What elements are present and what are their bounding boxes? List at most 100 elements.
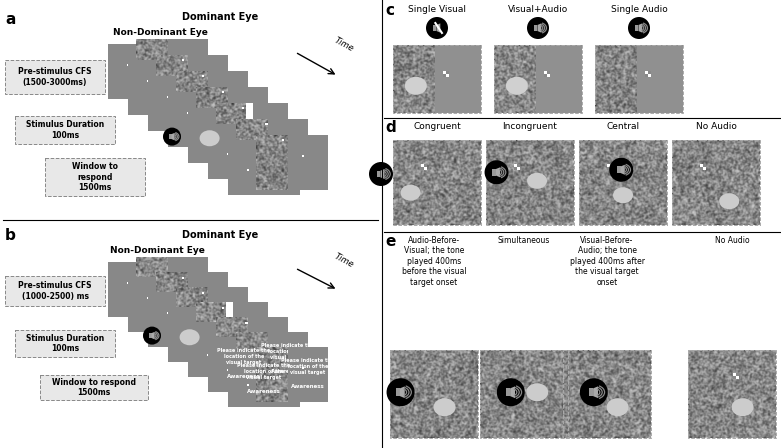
Circle shape	[497, 378, 525, 406]
Bar	[167, 312, 169, 314]
Circle shape	[143, 327, 161, 345]
Bar	[492, 169, 496, 176]
Bar	[480, 350, 568, 438]
Text: Dominant Eye: Dominant Eye	[182, 12, 259, 22]
Bar	[227, 153, 230, 155]
Ellipse shape	[526, 383, 548, 401]
Bar	[506, 388, 510, 396]
Bar	[421, 164, 424, 167]
Bar	[127, 64, 130, 66]
Text: Stimulus Duration
100ms: Stimulus Duration 100ms	[26, 334, 104, 353]
Text: No Audio: No Audio	[696, 122, 736, 131]
Text: Non-Dominant Eye: Non-Dominant Eye	[109, 246, 205, 255]
Ellipse shape	[433, 398, 455, 416]
Polygon shape	[621, 165, 625, 175]
Circle shape	[609, 158, 633, 182]
Bar	[435, 45, 481, 113]
Bar	[688, 350, 776, 438]
Text: Dominant Eye: Dominant Eye	[182, 230, 259, 240]
Bar	[393, 140, 481, 225]
Bar	[248, 317, 288, 372]
Text: Central: Central	[606, 122, 640, 131]
Bar	[254, 103, 288, 158]
Bar	[266, 123, 268, 125]
Bar	[446, 73, 449, 77]
Bar	[228, 352, 300, 407]
Bar	[595, 45, 683, 113]
Bar	[637, 45, 683, 113]
Bar	[376, 171, 380, 177]
Bar	[547, 73, 550, 77]
Text: Visual-Before-
Audio; the tone
played 400ms after
the visual target
onset: Visual-Before- Audio; the tone played 40…	[569, 236, 644, 287]
Bar	[393, 45, 481, 113]
Bar	[201, 75, 204, 77]
Polygon shape	[437, 23, 440, 33]
Text: Awareness: Awareness	[291, 384, 325, 389]
Bar	[231, 128, 234, 130]
Bar	[207, 354, 209, 356]
Bar	[433, 25, 437, 31]
Bar	[40, 375, 148, 400]
Text: Awareness: Awareness	[247, 389, 281, 394]
Text: Simultaneous: Simultaneous	[497, 236, 550, 245]
Ellipse shape	[405, 77, 427, 95]
Bar	[703, 167, 706, 170]
Text: c: c	[385, 3, 394, 18]
Text: Audio-Before-
Visual; the tone
played 400ms
before the visual
target onset: Audio-Before- Visual; the tone played 40…	[401, 236, 466, 287]
Text: Non-Dominant Eye: Non-Dominant Eye	[112, 28, 208, 37]
Text: Visual+Audio: Visual+Audio	[508, 5, 568, 14]
Bar	[147, 80, 149, 82]
Polygon shape	[152, 332, 155, 340]
Bar	[607, 164, 610, 167]
Bar	[241, 107, 244, 109]
Text: Time: Time	[333, 36, 355, 54]
Bar	[247, 384, 249, 386]
Bar	[234, 302, 268, 357]
Bar	[607, 167, 610, 170]
Bar	[169, 257, 208, 312]
Bar	[672, 140, 760, 225]
Text: Please indicate the
location of the
visual target: Please indicate the location of the visu…	[217, 348, 271, 365]
Bar	[446, 70, 449, 73]
Text: Single Audio: Single Audio	[611, 5, 668, 14]
Bar	[579, 140, 667, 225]
Bar	[246, 103, 254, 158]
Bar	[494, 45, 582, 113]
Text: No Audio: No Audio	[715, 236, 749, 245]
Bar	[167, 96, 169, 98]
Circle shape	[369, 162, 393, 186]
Ellipse shape	[607, 398, 629, 416]
Bar	[617, 167, 621, 173]
Bar	[736, 373, 740, 376]
Text: Please indicate the
location of the
visual target: Please indicate the location of the visu…	[261, 343, 315, 360]
Bar	[201, 292, 204, 294]
Text: e: e	[385, 234, 395, 249]
Bar	[269, 332, 308, 387]
Text: Pre-stimulus CFS
(1500-3000ms): Pre-stimulus CFS (1500-3000ms)	[18, 67, 91, 87]
Bar	[517, 167, 520, 170]
Bar	[208, 124, 280, 179]
Bar	[736, 376, 740, 379]
Bar	[288, 135, 328, 190]
Bar	[181, 277, 184, 279]
Circle shape	[628, 17, 650, 39]
Polygon shape	[593, 386, 598, 398]
Text: d: d	[385, 120, 396, 135]
Bar	[589, 388, 593, 396]
Text: Awareness: Awareness	[227, 374, 261, 379]
Bar	[700, 164, 703, 167]
Bar	[443, 70, 446, 73]
Bar	[703, 164, 706, 167]
Bar	[281, 352, 284, 354]
Bar	[212, 327, 214, 329]
Bar	[226, 302, 234, 357]
Text: Incongruent: Incongruent	[502, 122, 558, 131]
Bar	[208, 337, 280, 392]
Bar	[188, 322, 260, 377]
Bar	[5, 276, 105, 306]
Text: a: a	[5, 12, 16, 27]
Bar	[5, 60, 105, 94]
Text: Pre-stimulus CFS
(1000-2500) ms: Pre-stimulus CFS (1000-2500) ms	[18, 281, 91, 301]
Ellipse shape	[506, 77, 528, 95]
Circle shape	[426, 17, 448, 39]
